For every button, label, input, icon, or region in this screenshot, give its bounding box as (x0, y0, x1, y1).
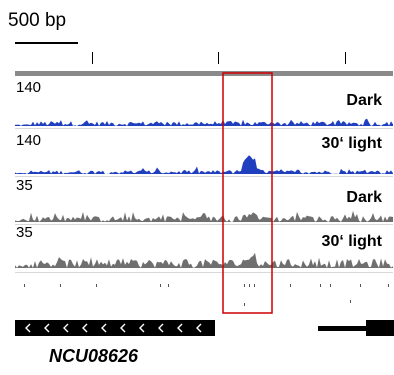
track-separator (15, 176, 393, 177)
strand-arrow (177, 323, 183, 333)
track-max-dark-2: 35 (16, 177, 33, 194)
track-separator (15, 272, 393, 273)
feature-mark (330, 284, 331, 287)
feature-mark (244, 303, 245, 306)
gene-name: NCU08626 (49, 346, 139, 366)
strand-arrow (101, 323, 107, 333)
feature-mark (249, 284, 250, 287)
highlight-box (222, 72, 273, 314)
gene-intron-right (318, 326, 370, 331)
scale-bar (15, 42, 78, 44)
track-label-light-2: 30‘ light (321, 233, 382, 250)
feature-mark (244, 284, 245, 287)
coverage-track-4 (15, 252, 393, 268)
feature-mark (24, 284, 25, 287)
feature-mark (388, 284, 389, 287)
scale-label: 500 bp (8, 10, 67, 31)
track-max-light-1: 140 (16, 132, 42, 149)
strand-arrow (82, 323, 88, 333)
track-label-light-1: 30‘ light (321, 135, 382, 152)
strand-arrow (120, 323, 126, 333)
feature-mark (254, 284, 255, 287)
coverage-track-1 (15, 118, 393, 126)
coverage-track-2 (15, 155, 393, 174)
track-label-dark-1: Dark (346, 92, 382, 109)
strand-arrow (44, 323, 50, 333)
strand-arrow (158, 323, 164, 333)
strand-arrow (196, 323, 202, 333)
track-max-light-2: 35 (16, 224, 33, 241)
feature-mark (168, 284, 169, 287)
feature-mark (290, 284, 291, 287)
ruler-tick (92, 52, 93, 64)
track-max-dark-1: 140 (16, 79, 42, 96)
strand-arrow (25, 323, 31, 333)
ruler-tick (218, 52, 219, 64)
coverage-track-3 (15, 210, 393, 222)
feature-mark (350, 300, 351, 303)
feature-mark (360, 284, 361, 287)
strand-arrow (63, 323, 69, 333)
ruler-line (15, 71, 393, 76)
feature-mark (160, 284, 161, 287)
track-separator (15, 224, 393, 225)
feature-mark (96, 284, 97, 287)
gene-exon-left (15, 320, 215, 336)
track-separator (15, 128, 393, 129)
gene-exon-right (366, 320, 394, 336)
feature-mark (60, 284, 61, 287)
feature-mark (320, 284, 321, 287)
ruler-tick (345, 52, 346, 64)
track-label-dark-2: Dark (346, 189, 382, 206)
strand-arrow (139, 323, 145, 333)
